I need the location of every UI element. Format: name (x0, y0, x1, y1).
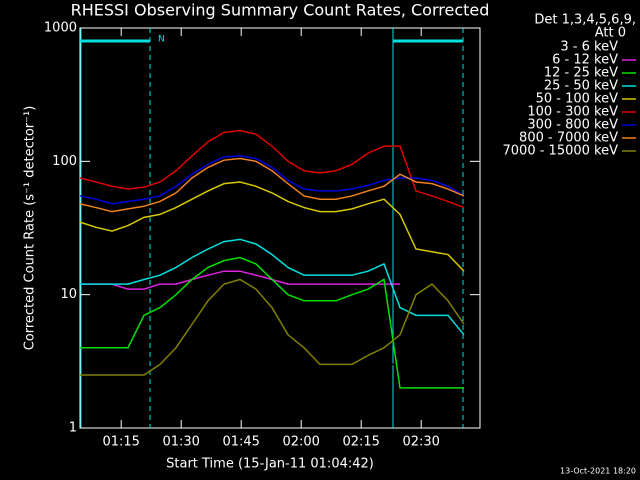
series-line (80, 256, 464, 389)
x-tick-label: 02:00 (282, 435, 319, 450)
series-line (79, 129, 465, 209)
legend-label: 300 - 800 keV (527, 118, 618, 133)
attenuator-markers (80, 28, 464, 428)
legend-label: 50 - 100 keV (536, 92, 619, 107)
y-tick-label: 1000 (44, 21, 77, 36)
legend-label: 3 - 6 keV (560, 40, 618, 55)
legend-label: 800 - 7000 keV (519, 131, 618, 146)
series-line (80, 238, 465, 336)
y-tick-label: 1 (69, 421, 77, 436)
legend-title: Att 0 (595, 26, 626, 41)
plot-frame (79, 27, 481, 429)
footer: 13-Oct-2021 18:20 (560, 467, 636, 476)
y-tick-label: 10 (60, 287, 77, 302)
series-line (79, 155, 465, 205)
legend-label: 12 - 25 keV (544, 66, 618, 81)
x-tick-label: 02:30 (402, 435, 439, 450)
x-axis-label: Start Time (15-Jan-11 01:04:42) (166, 457, 374, 472)
series-line (80, 270, 400, 290)
series-line (143, 318, 400, 405)
chart-title: RHESSI Observing Summary Count Rates, Co… (71, 1, 490, 20)
x-tick-label: 01:15 (102, 435, 139, 450)
y-tick-label: 100 (52, 154, 77, 169)
x-tick-label: 01:30 (162, 435, 199, 450)
series-line (80, 278, 465, 376)
legend-title: Det 1,3,4,5,6,9, (534, 13, 636, 28)
legend-label: 7000 - 15000 keV (503, 144, 619, 159)
legend-label: 25 - 50 keV (544, 79, 618, 94)
y-axis-label: Corrected Count Rate (s⁻¹ detector⁻¹) (23, 106, 38, 351)
x-tick-label: 02:15 (342, 435, 379, 450)
series-line (79, 157, 465, 213)
annotation: N (158, 35, 165, 45)
x-tick-label: 01:45 (222, 435, 259, 450)
legend-label: 100 - 300 keV (527, 105, 618, 120)
series-line (79, 181, 465, 272)
legend-label: 6 - 12 keV (552, 53, 618, 68)
